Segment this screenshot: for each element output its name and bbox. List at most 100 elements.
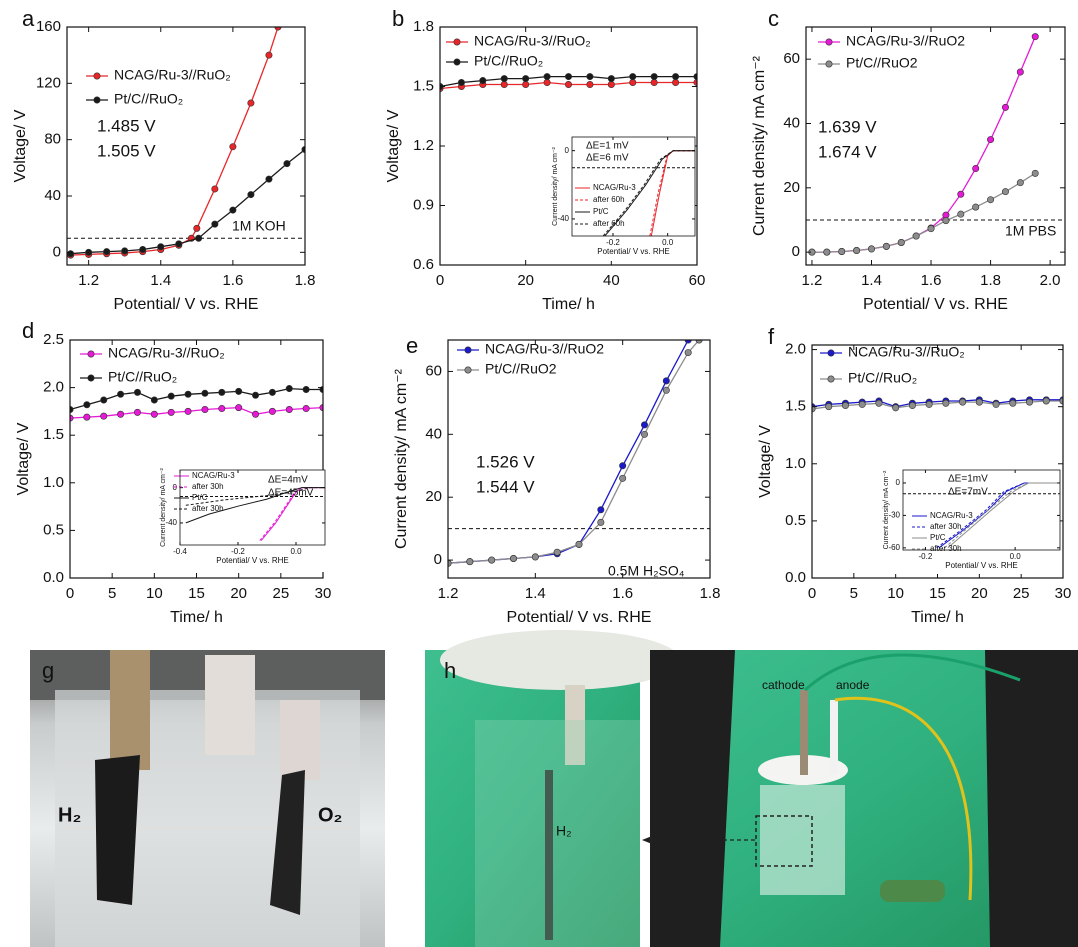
data-point [151,411,157,417]
data-point [544,79,550,85]
x-axis-label: Potential/ V vs. RHE [863,296,1008,313]
x-tick-label: 30 [315,585,332,602]
y-tick-label: 60 [783,50,800,67]
x-tick-label: 1.8 [700,585,721,602]
data-point [943,400,949,406]
legend-label: NCAG/Ru-3//RuO₂ [848,344,965,360]
x-tick-label: 20 [230,585,247,602]
x-tick-label: 1.8 [295,272,316,289]
y-tick-label: -60 [888,543,900,552]
annotation: 1M KOH [232,218,286,234]
data-point [480,77,486,83]
data-point [522,81,528,87]
annotation: 0.5M H₂SO₄ [608,563,685,579]
data-point [84,402,90,408]
data-point [641,422,647,428]
data-point [972,165,978,171]
y-tick-label: 1.0 [785,455,806,472]
x-tick-label: 60 [689,272,706,289]
x-tick-label: -0.2 [231,547,245,556]
y-tick-label: 0.0 [43,569,64,586]
annotation: ΔE=45mV [268,488,314,499]
data-point [185,408,191,414]
data-point [151,397,157,403]
data-point [598,507,604,513]
data-point [103,248,109,254]
x-tick-label: 0.0 [290,547,302,556]
data-point [67,251,73,257]
data-point [219,405,225,411]
photo-label: cathode [762,678,805,692]
legend-marker [826,61,832,67]
data-point [1010,400,1016,406]
data-point [1002,104,1008,110]
y-tick-label: 20 [425,488,442,505]
y-tick-label: 1.0 [43,474,64,491]
x-axis-label: Potential/ V vs. RHE [597,247,669,256]
data-point [608,75,614,81]
legend-marker [454,59,460,65]
data-point [576,541,582,547]
data-point [958,191,964,197]
x-tick-label: 1.6 [612,585,633,602]
legend-label: NCAG/Ru-3//RuO2 [846,33,965,49]
data-point [176,241,182,247]
data-point [842,402,848,408]
plot [437,73,700,91]
data-point [168,393,174,399]
data-point [619,475,625,481]
y-tick-label: 80 [44,131,61,148]
data-point [976,399,982,405]
x-tick-label: 1.4 [150,272,171,289]
legend-marker [454,39,460,45]
y-tick-label: 2.5 [43,331,64,348]
data-point [959,399,965,405]
x-tick-label: 25 [272,585,289,602]
legend-label: Pt/C//RuO₂ [474,53,543,69]
y-tick-label: -40 [165,518,177,527]
y-axis-label: Current density/ mA cm⁻² [883,470,890,549]
y-tick-label: 2.0 [43,379,64,396]
legend-label: NCAG/Ru-3//RuO2 [485,341,604,357]
legend-marker [94,73,100,79]
x-tick-label: 0 [436,272,444,289]
data-point [286,406,292,412]
panel-label: a [22,6,35,31]
annotation: 1M PBS [1005,223,1056,239]
data-point [84,414,90,420]
data-point [235,404,241,410]
data-point [286,385,292,391]
x-tick-label: 1.2 [438,585,459,602]
y-axis-label: Current density/ mA cm⁻² [552,146,559,225]
data-point [598,519,604,525]
legend-label: Pt/C//RuO₂ [114,91,183,107]
data-point [252,392,258,398]
annotation: ΔE=6 mV [586,153,629,164]
data-point [202,390,208,396]
data-point [826,403,832,409]
data-point [458,79,464,85]
data-point [194,225,200,231]
panel-label: c [768,6,779,31]
data-point [248,191,254,197]
y-tick-label: 120 [36,74,61,91]
y-tick-label: -40 [557,214,569,223]
legend-label: Pt/C//RuO2 [846,55,918,71]
legend-label: Pt/C [192,493,208,502]
legend-label: after 30h [930,522,962,531]
photo-h-left [425,630,680,947]
legend-label: after 60h [593,195,625,204]
data-point [117,391,123,397]
y-tick-label: 0.0 [785,569,806,586]
photo-g [30,650,385,947]
data-point [134,389,140,395]
legend-marker [465,347,471,353]
legend-label: Pt/C [930,533,946,542]
data-point [565,81,571,87]
photo-label: H₂ [58,804,81,826]
inset-background [880,470,1060,574]
plot [809,397,1066,413]
data-point [587,73,593,79]
data-point [898,239,904,245]
y-axis-label: Voltage/ V [385,109,402,182]
